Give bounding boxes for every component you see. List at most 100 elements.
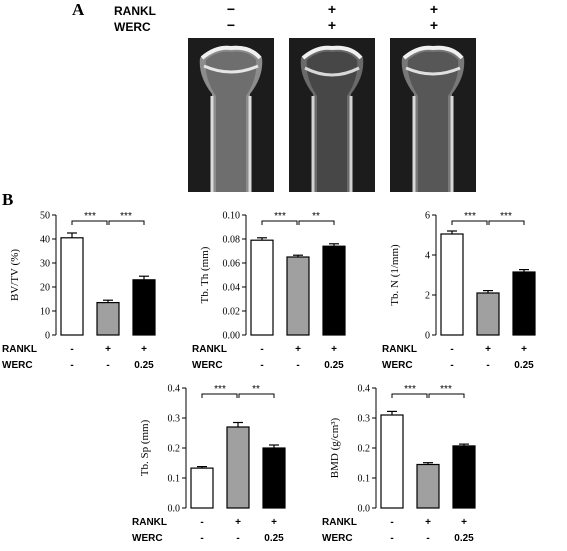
condition-value: -	[260, 360, 263, 371]
condition-label: WERC	[322, 533, 353, 544]
rankl-sign-1: −	[226, 1, 236, 17]
bar	[476, 292, 500, 336]
condition-value: -	[236, 533, 239, 544]
panel-b-label: B	[2, 190, 14, 209]
condition-value: -	[106, 360, 109, 371]
y-tick-label: 0.0	[358, 504, 371, 515]
condition-label: WERC	[382, 360, 413, 371]
bar	[226, 426, 250, 509]
y-axis-title: Tb. Sp (mm)	[139, 419, 151, 476]
y-tick-label: 0.4	[168, 384, 181, 395]
bar	[452, 445, 476, 509]
y-tick-label: 0.1	[168, 474, 181, 485]
condition-label: RANKL	[192, 344, 227, 355]
panel-a-label: A	[72, 0, 85, 19]
condition-value: 0.25	[514, 360, 534, 371]
condition-value: +	[461, 517, 467, 528]
significance-label: ***	[404, 384, 416, 395]
condition-value: 0.25	[134, 360, 154, 371]
y-axis-title: BMD (g/cm³)	[329, 417, 341, 478]
condition-label: RANKL	[2, 344, 37, 355]
y-tick-label: 40	[40, 235, 50, 246]
y-axis-title: Tb. N (1/mm)	[389, 244, 401, 306]
chart-bmd: 0.0 0.1 0.2 0.3 0.4 BMD (g/cm³) *** *** RANKL - + +…	[320, 378, 510, 546]
condition-value: 0.25	[454, 533, 474, 544]
bar	[440, 233, 464, 336]
werc-sign-3: +	[429, 17, 439, 33]
bar	[262, 447, 286, 509]
chart-bv-tv: 0 10 20 30 40 50 BV/TV (%) *** *** RANKL - + + WERC - -…	[0, 205, 190, 375]
y-tick-label: 0.4	[358, 384, 371, 395]
significance-label: ***	[120, 211, 132, 222]
significance-label: **	[252, 384, 260, 395]
condition-value: -	[390, 517, 393, 528]
condition-value: +	[521, 344, 527, 355]
bar	[512, 271, 536, 336]
y-tick-label: 0.0	[168, 504, 181, 515]
condition-label: WERC	[132, 533, 163, 544]
condition-label: RANKL	[132, 517, 167, 528]
significance-bracket	[488, 220, 525, 225]
chart-tb-th: 0.00 0.02 0.04 0.06 0.08 0.10 Tb. Th (mm) *** **…	[190, 205, 380, 375]
bar	[322, 245, 346, 336]
y-tick-label: 6	[425, 211, 430, 222]
condition-value: +	[235, 517, 241, 528]
condition-value: -	[200, 533, 203, 544]
significance-label: ***	[440, 384, 452, 395]
y-tick-label: 0.3	[168, 414, 181, 425]
bar	[286, 256, 310, 336]
condition-value: +	[331, 344, 337, 355]
significance-bracket	[71, 220, 108, 225]
significance-label: ***	[274, 211, 286, 222]
condition-value: -	[70, 344, 73, 355]
condition-label: WERC	[2, 360, 33, 371]
y-tick-label: 0.2	[168, 444, 181, 455]
condition-value: 0.25	[324, 360, 344, 371]
condition-value: -	[390, 533, 393, 544]
bar	[96, 301, 120, 336]
significance-bracket	[298, 220, 335, 225]
bar	[250, 239, 274, 336]
microct-image-rankl	[289, 38, 375, 192]
microct-image-rankl-werc	[390, 38, 476, 192]
condition-value: -	[426, 533, 429, 544]
y-tick-label: 50	[40, 211, 50, 222]
y-tick-label: 20	[40, 283, 50, 294]
condition-label: RANKL	[322, 517, 357, 528]
bar	[380, 414, 404, 509]
bar	[60, 237, 84, 336]
y-axis-title: BV/TV (%)	[9, 249, 21, 301]
rankl-row-label: RANKL	[114, 4, 156, 18]
significance-label: ***	[84, 211, 96, 222]
y-tick-label: 0.02	[223, 307, 241, 318]
y-tick-label: 0.3	[358, 414, 371, 425]
significance-label: **	[312, 211, 320, 222]
y-tick-label: 30	[40, 259, 50, 270]
condition-value: -	[260, 344, 263, 355]
condition-label: RANKL	[382, 344, 417, 355]
condition-value: +	[141, 344, 147, 355]
bar	[132, 279, 156, 336]
y-tick-label: 0.06	[223, 259, 241, 270]
y-axis-title: Tb. Th (mm)	[199, 246, 211, 303]
y-tick-label: 0.2	[358, 444, 371, 455]
y-tick-label: 0.10	[223, 211, 241, 222]
y-tick-label: 2	[425, 291, 430, 302]
condition-value: +	[295, 344, 301, 355]
condition-label: WERC	[192, 360, 223, 371]
y-tick-label: 0.1	[358, 474, 371, 485]
y-tick-label: 4	[425, 251, 430, 262]
significance-label: ***	[464, 211, 476, 222]
chart-tb-sp: 0.0 0.1 0.2 0.3 0.4 Tb. Sp (mm) *** ** RANKL - + + W…	[130, 378, 320, 546]
condition-value: -	[296, 360, 299, 371]
werc-sign-1: −	[226, 17, 236, 33]
significance-bracket	[261, 220, 298, 225]
y-tick-label: 0	[45, 331, 50, 342]
rankl-sign-3: +	[429, 1, 439, 17]
condition-value: +	[105, 344, 111, 355]
significance-bracket	[391, 393, 428, 398]
significance-bracket	[201, 393, 238, 398]
y-tick-label: 0.08	[223, 235, 241, 246]
condition-value: +	[425, 517, 431, 528]
y-tick-label: 10	[40, 307, 50, 318]
